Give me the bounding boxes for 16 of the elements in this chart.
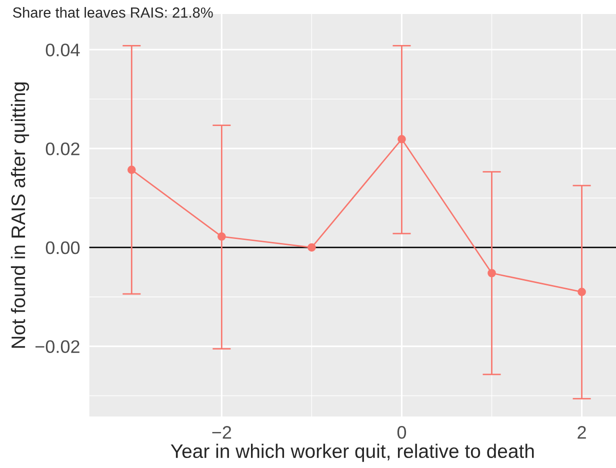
point <box>308 243 316 252</box>
y-tick-label: 0.02 <box>46 142 80 156</box>
x-tick-label: 2 <box>578 426 586 439</box>
point <box>488 268 496 278</box>
x-tick-label: −2 <box>212 426 232 439</box>
point <box>398 134 406 144</box>
y-tick-label: 0.04 <box>46 44 80 56</box>
point <box>127 166 136 174</box>
x-axis-title: Year in which worker quit, relative to death <box>170 444 534 462</box>
x-tick-label: 0 <box>397 426 406 439</box>
chart-title: Share that leaves RAIS: 21.8% <box>12 7 213 18</box>
y-tick-label: 0.00 <box>46 241 80 254</box>
point <box>218 232 226 241</box>
point <box>578 288 586 296</box>
y-tick-label: −0.02 <box>36 340 80 354</box>
y-axis-title: Not found in RAIS after quitting <box>10 82 30 348</box>
